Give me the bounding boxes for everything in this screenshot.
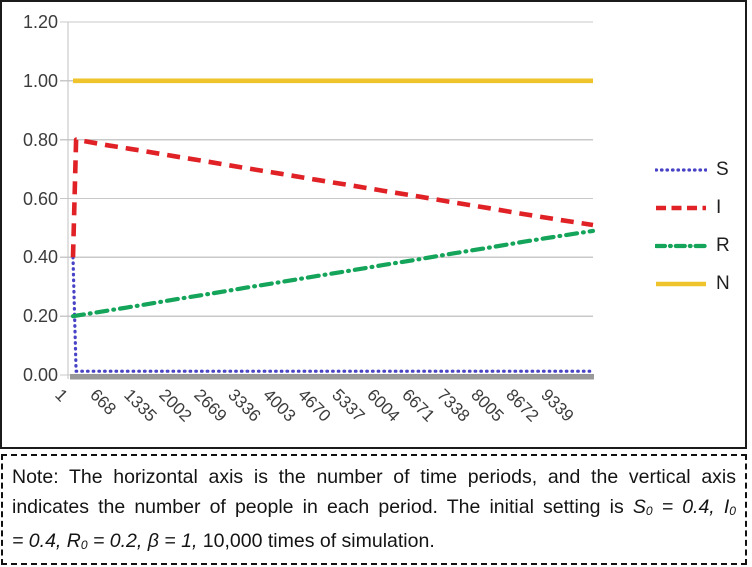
note-box: Note: The horizontal axis is the number … xyxy=(1,454,747,565)
y-tick-label: 1.20 xyxy=(22,12,58,32)
note-text-segment: = 0.4, xyxy=(652,496,724,518)
series-line-I xyxy=(70,137,594,258)
y-tick-label: 0.20 xyxy=(22,306,58,327)
legend-label: S xyxy=(716,159,729,180)
y-tick-label: 0.80 xyxy=(22,129,58,150)
series-line-S xyxy=(71,255,595,373)
x-axis-bar xyxy=(70,374,594,380)
chart-region: 0.00 0.20 0.40 0.60 0.80 1.00 1.20 1 668 1335 200… xyxy=(0,0,747,449)
note-text-segment: indicates the number of people in each p… xyxy=(12,496,633,518)
y-tick-label: 0.40 xyxy=(22,247,58,268)
note-text-segment: 0 xyxy=(80,538,88,553)
note-line: = 0.4, R0 = 0.2, β = 1, 10,000 times of … xyxy=(12,526,736,560)
legend-item-I: I xyxy=(655,189,730,227)
note-text-segment: 10,000 times of simulation. xyxy=(197,530,435,553)
y-tick-label: 1.00 xyxy=(22,70,58,91)
note-text-segment: = 0.4, xyxy=(12,530,67,553)
legend-item-N: N xyxy=(655,265,730,303)
note-text-segment: I xyxy=(723,496,730,518)
legend-label: R xyxy=(716,235,730,256)
note-text-segment: S xyxy=(632,496,646,518)
note-text-segment: 0 xyxy=(729,504,736,519)
y-tick-label: 0.60 xyxy=(22,188,58,209)
legend-item-R: R xyxy=(655,227,730,265)
note-text-segment: Note: The horizontal axis is the number … xyxy=(12,466,736,488)
note-text-segment: R xyxy=(66,530,81,553)
note-text-segment: = 0.2, xyxy=(87,530,148,553)
note-text-segment: 0 xyxy=(645,504,653,519)
plot-area xyxy=(60,21,596,380)
legend-item-S: S xyxy=(655,151,730,189)
legend-swatch-solid-line-icon xyxy=(656,281,706,287)
y-tick-label: 0.00 xyxy=(22,365,58,385)
note-line: indicates the number of people in each p… xyxy=(12,492,736,526)
legend-swatch-dotted-line-icon xyxy=(655,168,707,172)
note-text-segment: β = 1, xyxy=(147,530,198,553)
legend-label: N xyxy=(716,273,730,294)
series-line-R xyxy=(70,228,596,319)
legend-label: I xyxy=(716,197,722,218)
note-line: Note: The horizontal axis is the number … xyxy=(12,462,736,492)
legend-swatch-dashdot-line-icon xyxy=(655,243,707,249)
legend-swatch-dashed-line-icon xyxy=(656,205,706,211)
